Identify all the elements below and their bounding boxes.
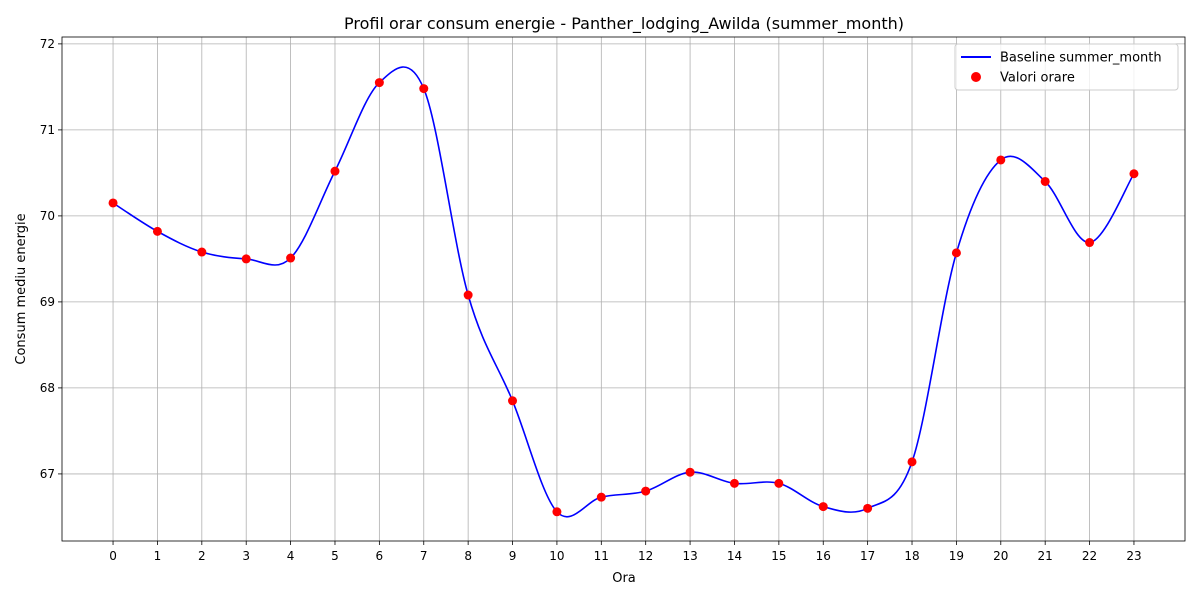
x-axis-label: Ora — [612, 571, 636, 586]
x-tick-label: 21 — [1038, 549, 1053, 563]
x-tick-label: 16 — [816, 549, 831, 563]
legend-label-baseline: Baseline summer_month — [1000, 51, 1162, 66]
hourly-value-point — [1040, 176, 1050, 186]
y-tick-label: 68 — [40, 381, 55, 395]
chart-title: Profil orar consum energie - Panther_lod… — [344, 14, 904, 34]
legend-marker-swatch — [971, 72, 981, 82]
hourly-value-point — [108, 198, 118, 208]
legend-frame — [954, 43, 1179, 91]
x-tick-label: 6 — [376, 549, 384, 563]
x-tick-label: 18 — [904, 549, 919, 563]
hourly-value-point — [1085, 238, 1095, 248]
x-tick-label: 5 — [331, 549, 339, 563]
hourly-value-point — [508, 396, 518, 406]
hourly-value-point — [596, 492, 606, 502]
y-tick-label: 69 — [40, 295, 55, 309]
baseline-series-line — [112, 66, 1135, 518]
hourly-value-point — [374, 78, 384, 88]
hourly-value-point — [729, 478, 739, 488]
x-tick-label: 14 — [727, 549, 742, 563]
hourly-value-point — [774, 478, 784, 488]
x-tick-label: 4 — [287, 549, 295, 563]
hourly-value-point — [552, 507, 562, 517]
hourly-value-point — [907, 457, 917, 467]
hourly-value-point — [152, 226, 162, 236]
x-tick-label: 23 — [1126, 549, 1141, 563]
x-tick-label: 12 — [638, 549, 653, 563]
hourly-value-point — [197, 247, 207, 257]
hourly-value-point — [286, 253, 296, 263]
x-tick-label: 1 — [154, 549, 162, 563]
y-tick-label: 71 — [40, 123, 55, 137]
x-tick-label: 8 — [464, 549, 472, 563]
x-tick-label: 0 — [109, 549, 117, 563]
hourly-value-point — [641, 486, 651, 496]
x-tick-label: 17 — [860, 549, 875, 563]
hourly-value-point — [419, 84, 429, 94]
x-tick-label: 22 — [1082, 549, 1097, 563]
grid — [62, 37, 1185, 541]
plot-area — [108, 66, 1139, 518]
x-tick-label: 15 — [771, 549, 786, 563]
legend-label-valori: Valori orare — [1000, 71, 1075, 86]
hourly-value-point — [951, 248, 961, 258]
x-tick-label: 2 — [198, 549, 206, 563]
y-tick-label: 72 — [40, 37, 55, 51]
x-tick-label: 19 — [949, 549, 964, 563]
x-tick-label: 10 — [549, 549, 564, 563]
hourly-value-point — [818, 502, 828, 512]
hourly-value-point — [330, 166, 340, 176]
y-tick-label: 67 — [40, 467, 55, 481]
x-tick-label: 7 — [420, 549, 428, 563]
hourly-value-point — [241, 254, 251, 264]
y-axis: 67 68 69 70 71 72 — [40, 37, 62, 481]
hourly-value-point — [863, 503, 873, 513]
hourly-value-point — [463, 290, 473, 300]
x-tick-label: 3 — [242, 549, 250, 563]
axes-frame — [61, 36, 1186, 542]
hourly-value-point — [1129, 169, 1139, 179]
hourly-value-point — [685, 467, 695, 477]
hourly-value-point — [996, 155, 1006, 165]
x-tick-label: 13 — [682, 549, 697, 563]
x-tick-label: 9 — [509, 549, 517, 563]
x-axis: 0 1 2 3 4 5 6 7 8 9 10 11 12 13 14 15 16 17 18 19 20 21 22 23 — [109, 541, 1142, 563]
y-axis-label: Consum mediu energie — [14, 213, 29, 364]
y-tick-label: 70 — [40, 209, 55, 223]
x-tick-label: 11 — [594, 549, 609, 563]
x-tick-label: 20 — [993, 549, 1008, 563]
legend: Baseline summer_month Valori orare — [954, 43, 1179, 91]
